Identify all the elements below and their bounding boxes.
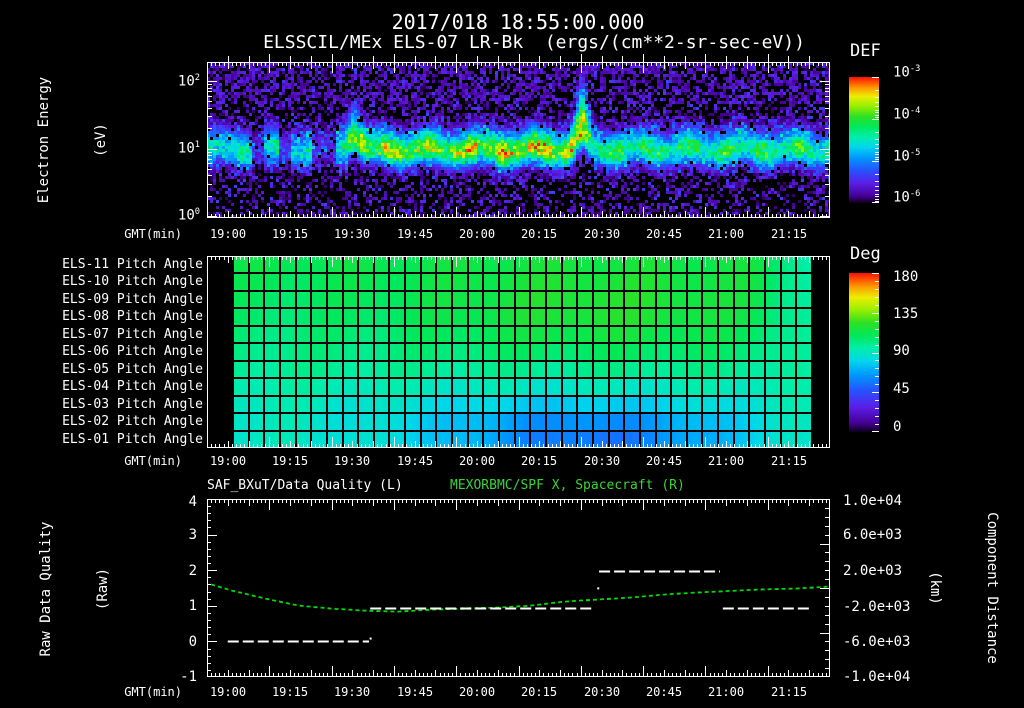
pitch-row-labels: ELS-11 Pitch Angle ELS-10 Pitch Angle EL… bbox=[0, 256, 203, 448]
qtick-0: 0 bbox=[188, 634, 197, 650]
def-colorbar bbox=[849, 77, 879, 203]
row-label-els-01: ELS-01 Pitch Angle bbox=[62, 432, 203, 447]
instrument-title: ELSSCIL/MEx ELS-07 LR-Bk (ergs/(cm**2-sr… bbox=[263, 32, 805, 53]
gmt-axis-label: GMT(min) bbox=[124, 227, 182, 241]
row-label-els-03: ELS-03 Pitch Angle bbox=[62, 397, 203, 412]
def-tick-1e-3: 10-3 bbox=[893, 64, 921, 81]
time-tick-label: 20:45 bbox=[645, 227, 683, 241]
deg-colorbar bbox=[849, 273, 879, 432]
time-tick-label: 19:30 bbox=[333, 685, 371, 699]
time-tick-label: 19:15 bbox=[271, 454, 309, 468]
spectrogram-y-axis-label: Electron Energy (eV) bbox=[36, 76, 109, 204]
row-label-els-02: ELS-02 Pitch Angle bbox=[62, 414, 203, 429]
gmt-axis-label: GMT(min) bbox=[124, 454, 182, 468]
qtick-2: 2 bbox=[188, 563, 197, 579]
def-tick-1e-4: 10-4 bbox=[893, 106, 921, 123]
time-tick-label: 20:15 bbox=[520, 685, 558, 699]
ytick-1e2: 102 bbox=[177, 73, 200, 90]
qtick-3: 3 bbox=[188, 527, 197, 543]
time-tick-label: 19:45 bbox=[396, 454, 434, 468]
quality-distance-plot-canvas bbox=[207, 499, 830, 677]
time-tick-label: 21:15 bbox=[770, 685, 808, 699]
dtick-2e3: 2.0e+03 bbox=[843, 563, 903, 579]
time-tick-label: 20:15 bbox=[520, 227, 558, 241]
time-tick-label: 20:45 bbox=[645, 454, 683, 468]
row-label-els-07: ELS-07 Pitch Angle bbox=[62, 327, 203, 342]
time-tick-label: 20:00 bbox=[458, 227, 496, 241]
deg-tick-45: 45 bbox=[893, 381, 910, 397]
time-tick-label: 21:00 bbox=[707, 227, 745, 241]
bottom-right-title: MEXORBMC/SPF X, Spacecraft (R) bbox=[450, 478, 685, 493]
row-label-els-04: ELS-04 Pitch Angle bbox=[62, 379, 203, 394]
raw-quality-axis-label: Raw Data Quality (Raw) bbox=[38, 521, 111, 657]
time-tick-label: 19:30 bbox=[333, 454, 371, 468]
qtick-1: 1 bbox=[188, 598, 197, 614]
time-tick-label: 19:45 bbox=[396, 227, 434, 241]
time-tick-label: 19:15 bbox=[271, 685, 309, 699]
dtick-6e3: 6.0e+03 bbox=[843, 527, 903, 543]
dtick-neg2e3: -2.0e+03 bbox=[843, 599, 911, 615]
datetime-title: 2017/018 18:55:00.000 bbox=[391, 10, 645, 34]
time-tick-label: 21:15 bbox=[770, 454, 808, 468]
time-tick-label: 20:00 bbox=[458, 685, 496, 699]
pitch-angle-heatmap-canvas bbox=[207, 256, 830, 448]
qtick-neg1: -1 bbox=[180, 669, 197, 685]
ytick-1e0: 100 bbox=[177, 207, 200, 224]
bottom-left-title: SAF_BXuT/Data Quality (L) bbox=[207, 478, 403, 493]
row-label-els-09: ELS-09 Pitch Angle bbox=[62, 292, 203, 307]
time-tick-label: 20:30 bbox=[583, 454, 621, 468]
qtick-4: 4 bbox=[188, 494, 197, 510]
row-label-els-08: ELS-08 Pitch Angle bbox=[62, 309, 203, 324]
dtick-neg1e4: -1.0e+04 bbox=[843, 669, 911, 685]
gmt-axis-label: GMT(min) bbox=[124, 685, 182, 699]
time-tick-label: 20:45 bbox=[645, 685, 683, 699]
time-tick-label: 21:15 bbox=[770, 227, 808, 241]
ytick-1e1: 101 bbox=[177, 140, 200, 157]
time-tick-label: 20:00 bbox=[458, 454, 496, 468]
time-tick-label: 21:00 bbox=[707, 685, 745, 699]
dtick-neg6e3: -6.0e+03 bbox=[843, 634, 911, 650]
time-tick-label: 19:45 bbox=[396, 685, 434, 699]
time-tick-label: 19:00 bbox=[209, 685, 247, 699]
deg-tick-0: 0 bbox=[893, 419, 902, 435]
deg-tick-180: 180 bbox=[893, 269, 919, 285]
time-tick-label: 20:15 bbox=[520, 454, 558, 468]
row-label-els-11: ELS-11 Pitch Angle bbox=[62, 257, 203, 272]
deg-tick-135: 135 bbox=[893, 306, 919, 322]
time-tick-label: 19:15 bbox=[271, 227, 309, 241]
def-colorbar-title: DEF bbox=[850, 41, 881, 61]
time-tick-label: 20:30 bbox=[583, 227, 621, 241]
time-tick-label: 19:00 bbox=[209, 227, 247, 241]
time-tick-label: 19:00 bbox=[209, 454, 247, 468]
dtick-1e4: 1.0e+04 bbox=[843, 493, 903, 509]
deg-colorbar-title: Deg bbox=[850, 244, 881, 264]
time-tick-label: 20:30 bbox=[583, 685, 621, 699]
electron-energy-spectrogram-canvas bbox=[207, 54, 830, 218]
row-label-els-10: ELS-10 Pitch Angle bbox=[62, 274, 203, 289]
component-distance-axis-label: Component Distance (km) bbox=[927, 512, 1000, 664]
deg-tick-90: 90 bbox=[893, 343, 910, 359]
def-tick-1e-5: 10-5 bbox=[893, 148, 921, 165]
row-label-els-06: ELS-06 Pitch Angle bbox=[62, 344, 203, 359]
row-label-els-05: ELS-05 Pitch Angle bbox=[62, 362, 203, 377]
time-tick-label: 21:00 bbox=[707, 454, 745, 468]
time-tick-label: 19:30 bbox=[333, 227, 371, 241]
def-tick-1e-6: 10-6 bbox=[893, 189, 921, 206]
